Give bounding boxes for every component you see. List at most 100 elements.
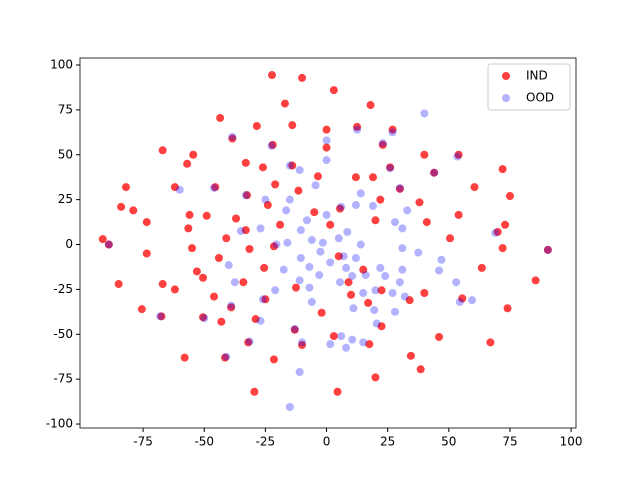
point	[498, 165, 507, 174]
point	[244, 338, 253, 347]
point	[395, 183, 404, 192]
point	[316, 247, 325, 256]
point	[317, 308, 326, 317]
point	[329, 332, 338, 341]
point	[437, 255, 446, 264]
point	[348, 335, 357, 344]
y-tick-label: 100	[50, 58, 73, 72]
point	[454, 210, 463, 219]
point	[279, 265, 288, 274]
point	[267, 71, 276, 80]
point	[406, 351, 415, 360]
point	[210, 183, 219, 192]
point	[322, 136, 331, 145]
point	[269, 355, 278, 364]
point	[391, 307, 400, 316]
point	[400, 292, 409, 301]
point	[349, 304, 358, 313]
point	[239, 278, 248, 287]
point	[298, 341, 307, 350]
point	[210, 292, 219, 301]
point	[335, 204, 344, 213]
point	[446, 234, 455, 243]
point	[381, 271, 390, 280]
point	[435, 266, 444, 275]
point	[342, 263, 351, 272]
y-tick-label: -75	[53, 372, 73, 386]
point	[388, 125, 397, 134]
y-tick-label: 0	[65, 237, 73, 251]
point	[356, 240, 365, 249]
point	[227, 301, 236, 310]
point	[200, 314, 209, 323]
point	[454, 150, 463, 159]
point	[356, 189, 365, 198]
point	[230, 278, 239, 287]
point	[291, 283, 300, 292]
legend-label: OOD	[526, 91, 554, 105]
x-tick-label: 50	[441, 435, 456, 449]
point	[452, 278, 461, 287]
point	[364, 298, 373, 307]
point	[236, 227, 245, 236]
point	[288, 161, 297, 170]
point	[199, 313, 208, 322]
point	[199, 273, 208, 282]
point	[288, 121, 297, 130]
point	[501, 220, 510, 229]
point	[137, 305, 146, 314]
point	[211, 183, 220, 192]
point	[453, 152, 462, 161]
point	[370, 306, 379, 315]
point	[142, 249, 151, 258]
point	[398, 265, 407, 274]
point	[342, 343, 351, 352]
point	[388, 128, 397, 137]
point	[243, 191, 252, 200]
point	[104, 240, 113, 249]
point	[298, 73, 307, 82]
point	[458, 294, 467, 303]
point	[260, 263, 269, 272]
point	[202, 211, 211, 220]
point	[371, 286, 380, 295]
point	[371, 373, 380, 382]
point	[344, 278, 353, 287]
y-tick-label: 25	[58, 192, 73, 206]
point	[285, 161, 294, 170]
point	[184, 224, 193, 233]
point	[491, 228, 500, 237]
point	[337, 332, 346, 341]
point	[376, 263, 385, 272]
point	[310, 208, 319, 217]
point	[296, 226, 305, 235]
point	[455, 297, 464, 306]
point	[302, 216, 311, 225]
point	[333, 387, 342, 396]
point	[271, 180, 280, 189]
point	[276, 220, 285, 229]
point	[353, 125, 362, 134]
point	[183, 159, 192, 168]
point	[224, 261, 233, 270]
point	[329, 86, 338, 95]
point	[415, 198, 424, 207]
y-tick-label: -100	[46, 417, 73, 431]
point	[170, 285, 179, 294]
point	[343, 227, 352, 236]
point	[175, 185, 184, 194]
point	[263, 201, 272, 210]
point	[543, 245, 552, 254]
point	[477, 263, 486, 272]
point	[285, 195, 294, 204]
point	[280, 99, 289, 108]
point	[391, 218, 400, 227]
point	[185, 210, 194, 219]
point	[326, 258, 335, 267]
point	[272, 240, 281, 249]
point	[377, 322, 386, 331]
point	[503, 304, 512, 313]
point	[322, 210, 331, 219]
point	[250, 387, 259, 396]
